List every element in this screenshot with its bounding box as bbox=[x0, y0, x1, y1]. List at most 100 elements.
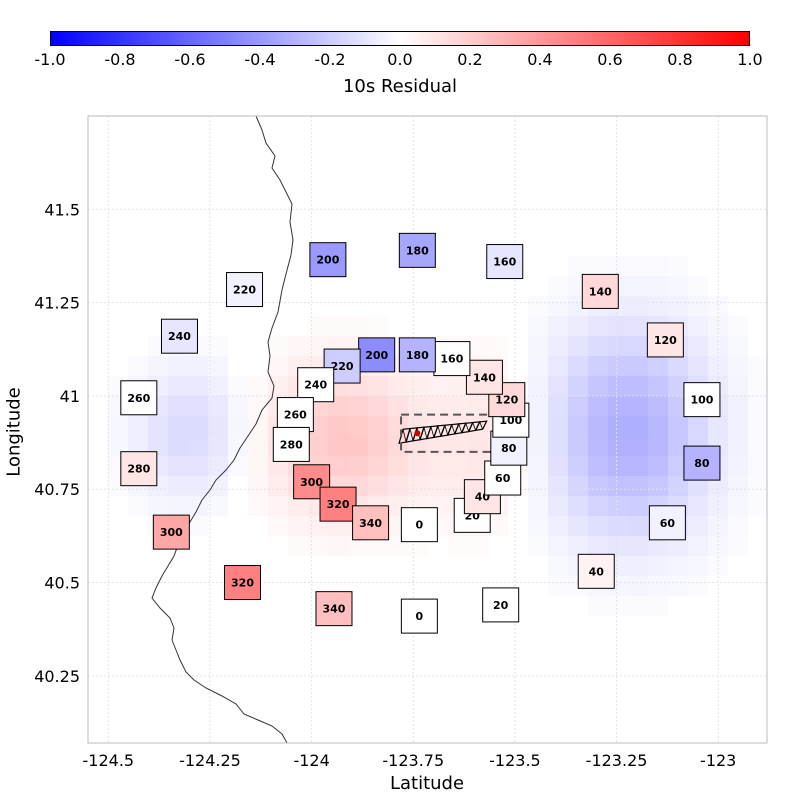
residual-cell bbox=[428, 456, 448, 476]
residual-cell bbox=[728, 496, 748, 516]
residual-cell bbox=[688, 356, 708, 376]
residual-cell bbox=[568, 496, 588, 516]
residual-cell bbox=[348, 436, 368, 456]
residual-cell bbox=[328, 416, 348, 436]
residual-cell bbox=[568, 336, 588, 356]
residual-cell bbox=[668, 356, 688, 376]
residual-cell bbox=[128, 496, 148, 516]
residual-cell bbox=[188, 496, 208, 516]
station-box bbox=[683, 445, 721, 481]
residual-cell bbox=[108, 436, 128, 456]
azimuth-labels: 0 20 40 60 80 100 120 140 160 180 200 220 240 260 280 3… bbox=[120, 232, 721, 634]
azimuth-value: 340 bbox=[323, 603, 346, 616]
residual-cell bbox=[648, 296, 668, 316]
residual-cell bbox=[388, 396, 408, 416]
residual-cell bbox=[168, 496, 188, 516]
residual-cell bbox=[488, 516, 508, 536]
residual-cell bbox=[548, 356, 568, 376]
azimuth-value: 80 bbox=[694, 457, 710, 470]
residual-cell bbox=[288, 536, 308, 556]
residual-cell bbox=[128, 356, 148, 376]
residual-cell bbox=[548, 336, 568, 356]
station-box bbox=[272, 426, 310, 462]
station-box bbox=[352, 505, 390, 541]
residual-cell bbox=[248, 396, 268, 416]
residual-cell bbox=[548, 316, 568, 336]
residual-cell bbox=[668, 296, 688, 316]
residual-cell bbox=[588, 496, 608, 516]
residual-cell bbox=[568, 356, 588, 376]
azimuth-value: 60 bbox=[495, 472, 511, 485]
residual-cell bbox=[128, 436, 148, 456]
residual-cell bbox=[628, 396, 648, 416]
azimuth-label-outer: 80 bbox=[683, 445, 721, 481]
residual-cell bbox=[628, 576, 648, 596]
y-axis-title: Longitude bbox=[3, 387, 25, 477]
epicenter-marker bbox=[414, 430, 421, 437]
residual-cell bbox=[368, 436, 388, 456]
residual-cell bbox=[568, 456, 588, 476]
residual-cell bbox=[208, 336, 228, 356]
residual-cell bbox=[668, 256, 688, 276]
y-tick-labels: 40.25 40.5 40.75 41 41.25 41.5 bbox=[34, 200, 80, 686]
residual-cell bbox=[608, 256, 628, 276]
residual-cell bbox=[328, 316, 348, 336]
residual-cell bbox=[288, 496, 308, 516]
residual-cell bbox=[568, 396, 588, 416]
azimuth-label-outer: 260 bbox=[120, 380, 158, 416]
fault-segment bbox=[444, 425, 449, 436]
residual-cell bbox=[628, 356, 648, 376]
residual-cell bbox=[568, 516, 588, 536]
residual-cell bbox=[748, 496, 767, 516]
residual-cell bbox=[668, 416, 688, 436]
residual-cell bbox=[528, 396, 548, 416]
residual-cell bbox=[688, 496, 708, 516]
residual-cell bbox=[628, 496, 648, 516]
residual-cell bbox=[548, 396, 568, 416]
station-box bbox=[226, 272, 264, 308]
residual-cell bbox=[528, 416, 548, 436]
azimuth-label-outer: 140 bbox=[581, 273, 619, 309]
residual-cell bbox=[228, 456, 248, 476]
fault-mesh bbox=[398, 420, 488, 444]
residual-cell bbox=[528, 516, 548, 536]
azimuth-label-outer: 280 bbox=[120, 451, 158, 487]
residual-cell bbox=[628, 536, 648, 556]
residual-cell bbox=[388, 476, 408, 496]
residual-cell bbox=[168, 476, 188, 496]
azimuth-label-outer: 60 bbox=[648, 505, 686, 541]
residual-cell bbox=[588, 516, 608, 536]
residual-cell bbox=[668, 556, 688, 576]
residual-cell bbox=[748, 436, 767, 456]
residual-cell bbox=[548, 496, 568, 516]
residual-cell bbox=[568, 376, 588, 396]
residual-cell bbox=[168, 416, 188, 436]
fault-segment bbox=[430, 426, 435, 438]
residual-cell bbox=[528, 436, 548, 456]
residual-cell bbox=[688, 336, 708, 356]
station-box bbox=[152, 514, 190, 550]
station-box bbox=[398, 337, 436, 373]
residual-cell bbox=[408, 476, 428, 496]
azimuth-value: 220 bbox=[233, 284, 256, 297]
residual-cell bbox=[348, 456, 368, 476]
residual-cell bbox=[648, 256, 668, 276]
residual-cell bbox=[188, 356, 208, 376]
residual-cell bbox=[528, 496, 548, 516]
residual-cell bbox=[668, 376, 688, 396]
residual-cell bbox=[588, 476, 608, 496]
residual-cell bbox=[588, 356, 608, 376]
x-axis-title: Latitude bbox=[389, 773, 465, 794]
residual-cell bbox=[268, 496, 288, 516]
residual-cell bbox=[588, 536, 608, 556]
residual-cell bbox=[628, 316, 648, 336]
colorbar-tick-label: 1.0 bbox=[737, 50, 763, 69]
residual-cell bbox=[288, 516, 308, 536]
residual-cell bbox=[188, 396, 208, 416]
residual-cell bbox=[668, 476, 688, 496]
station-box bbox=[465, 359, 503, 395]
azimuth-label-inner: 220 bbox=[323, 348, 361, 384]
residual-cell bbox=[208, 436, 228, 456]
azimuth-value: 20 bbox=[493, 599, 509, 612]
station-box bbox=[358, 337, 396, 373]
